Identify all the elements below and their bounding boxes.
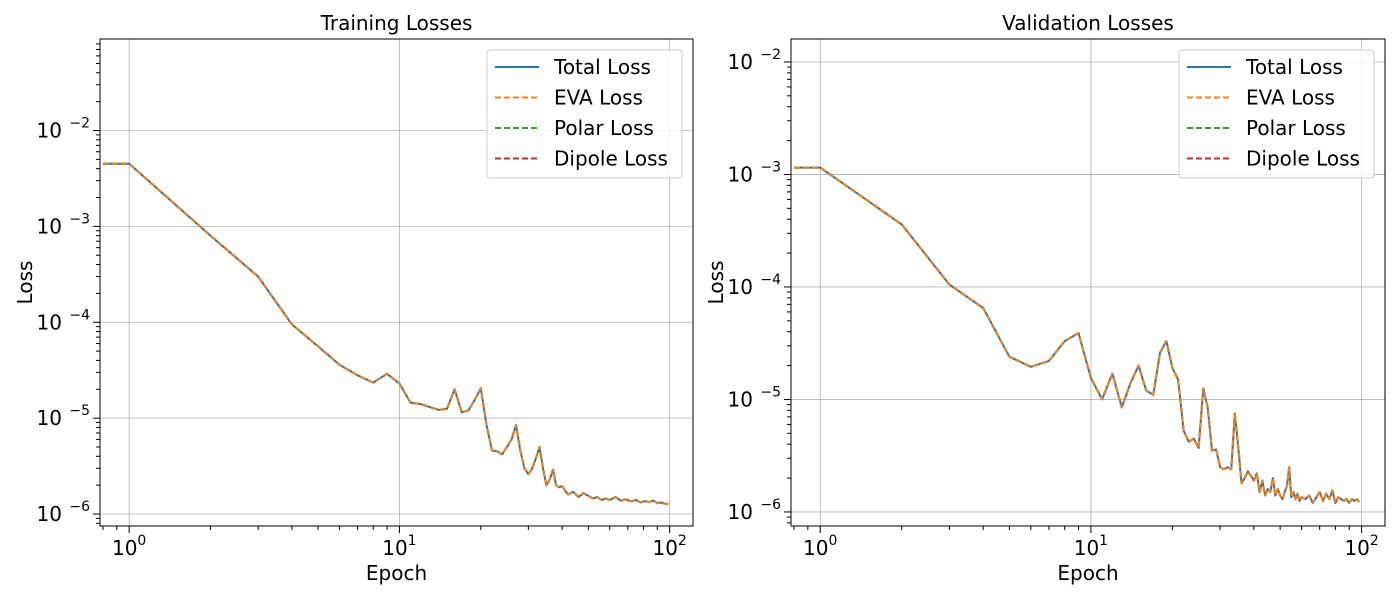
x-tick-label: 102 (1344, 533, 1378, 560)
minor-ticks (96, 43, 658, 530)
legend-box (486, 49, 683, 179)
axes-frame (99, 38, 694, 527)
y-tick-label: 10 −3 (728, 159, 781, 186)
x-tick-label: 102 (652, 533, 686, 560)
axes-frame (790, 38, 1386, 527)
y-tick-label: 10 −5 (728, 384, 781, 411)
series-line-eva-loss (794, 166, 1360, 504)
chart-panel-1: 100 101 102 10−6 10−5 10−4 10−3 10 −2 Validation … (704, 11, 1386, 585)
y-tick-label: 10 −5 (37, 403, 90, 430)
y-tick-label: 10 −3 (37, 211, 90, 238)
legend-box (1178, 49, 1375, 179)
y-tick-label: 10 −4 (728, 272, 782, 299)
series-line-total-loss (794, 166, 1360, 504)
y-tick-label: 10 −2 (728, 47, 781, 74)
x-tick-label: 100 (112, 533, 146, 560)
chart-panel-0: 100 101 102 10−6 10−5 10−4 10−3 10 −2 Training Lo… (13, 11, 694, 585)
legend-label: Dipole Loss (554, 147, 668, 171)
x-tick-label: 101 (1074, 533, 1108, 560)
y-tick-label: 10 −2 (37, 115, 90, 142)
series-line-eva-loss (103, 162, 669, 506)
y-tick-label: 10 −4 (37, 307, 91, 334)
legend-label: Total Loss (553, 55, 651, 79)
x-axis-label: Epoch (366, 561, 427, 585)
x-axis-label: Epoch (1057, 561, 1118, 585)
x-tick-label: 101 (382, 533, 416, 560)
y-axis-label: Loss (704, 261, 728, 305)
y-tick-label: 10 −6 (728, 497, 782, 524)
y-axis-label: Loss (13, 261, 37, 305)
legend-label: EVA Loss (554, 86, 643, 110)
y-tick-label: 10 −6 (37, 499, 91, 526)
minor-ticks (787, 66, 1350, 530)
series-line-polar-loss (794, 166, 1360, 504)
chart-title: Validation Losses (1002, 11, 1174, 35)
legend-label: Polar Loss (554, 116, 654, 140)
chart-title: Training Losses (320, 11, 473, 35)
series-line-dipole-loss (794, 166, 1360, 504)
legend-label: EVA Loss (1246, 86, 1335, 110)
x-tick-label: 100 (803, 533, 837, 560)
legend-label: Polar Loss (1246, 116, 1346, 140)
legend-label: Dipole Loss (1246, 147, 1360, 171)
legend-label: Total Loss (1245, 55, 1343, 79)
legend: Total Loss EVA Loss Polar Loss Dipole Loss (486, 49, 683, 179)
legend: Total Loss EVA Loss Polar Loss Dipole Loss (1178, 49, 1375, 179)
